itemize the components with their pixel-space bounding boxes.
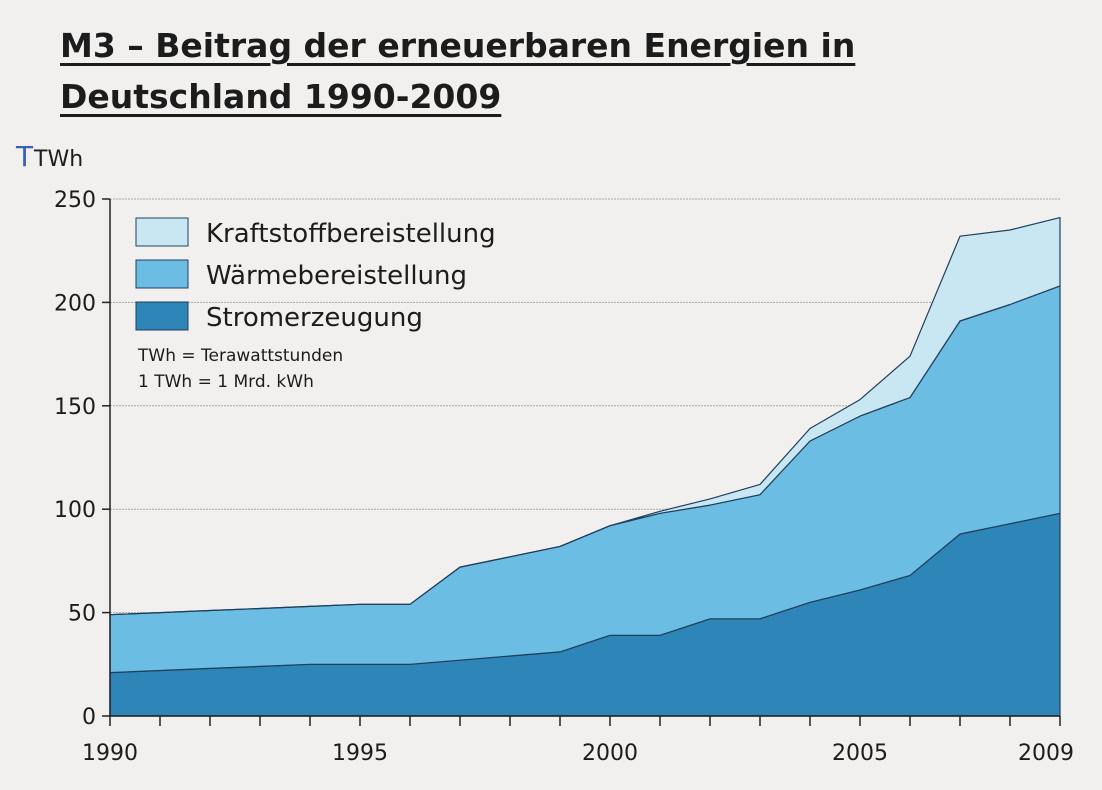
- unit-notes: TWh = Terawattstunden 1 TWh = 1 Mrd. kWh: [137, 346, 343, 392]
- x-tick-label: 1990: [82, 741, 138, 766]
- title-line-1: M3 – Beitrag der erneuerbaren Energien i…: [60, 26, 856, 65]
- y-tick-label: 250: [54, 188, 96, 213]
- chart-title: M3 – Beitrag der erneuerbaren Energien i…: [60, 20, 960, 122]
- area-kraftstoffbereistellung: [109, 217, 1061, 616]
- y-axis-ticks: 0 50 100 150 200 250: [54, 188, 110, 730]
- y-tick-label: 200: [54, 291, 96, 316]
- unit-note: TWh = Terawattstunden: [137, 346, 343, 366]
- x-tick-label: 1995: [332, 741, 388, 766]
- area-series: [109, 217, 1061, 717]
- legend-swatch: [135, 301, 189, 331]
- x-axis-ticks: 1990 1995 2000 2005 2009: [82, 716, 1074, 766]
- axes: [109, 199, 1060, 717]
- legend-label: Stromerzeugung: [206, 303, 423, 333]
- legend: Kraftstoffbereistellung Wärmebereistellun…: [135, 217, 496, 333]
- y-tick-label: 150: [54, 395, 96, 420]
- legend-swatch: [135, 259, 189, 289]
- y-axis-label-prefix: T: [15, 140, 34, 173]
- x-tick-label: 2000: [582, 741, 638, 766]
- unit-note: 1 TWh = 1 Mrd. kWh: [138, 372, 314, 392]
- x-tick-label: 2005: [832, 741, 888, 766]
- y-tick-label: 100: [54, 498, 96, 523]
- y-tick-label: 50: [68, 602, 96, 627]
- y-axis-label: TWh: [33, 147, 83, 172]
- legend-label: Kraftstoffbereistellung: [206, 219, 496, 249]
- legend-label: Wärmebereistellung: [206, 261, 467, 291]
- y-tick-label: 0: [82, 705, 96, 730]
- x-tick-label: 2009: [1018, 741, 1074, 766]
- title-line-2: Deutschland 1990-2009: [60, 77, 502, 116]
- legend-swatch: [135, 217, 189, 247]
